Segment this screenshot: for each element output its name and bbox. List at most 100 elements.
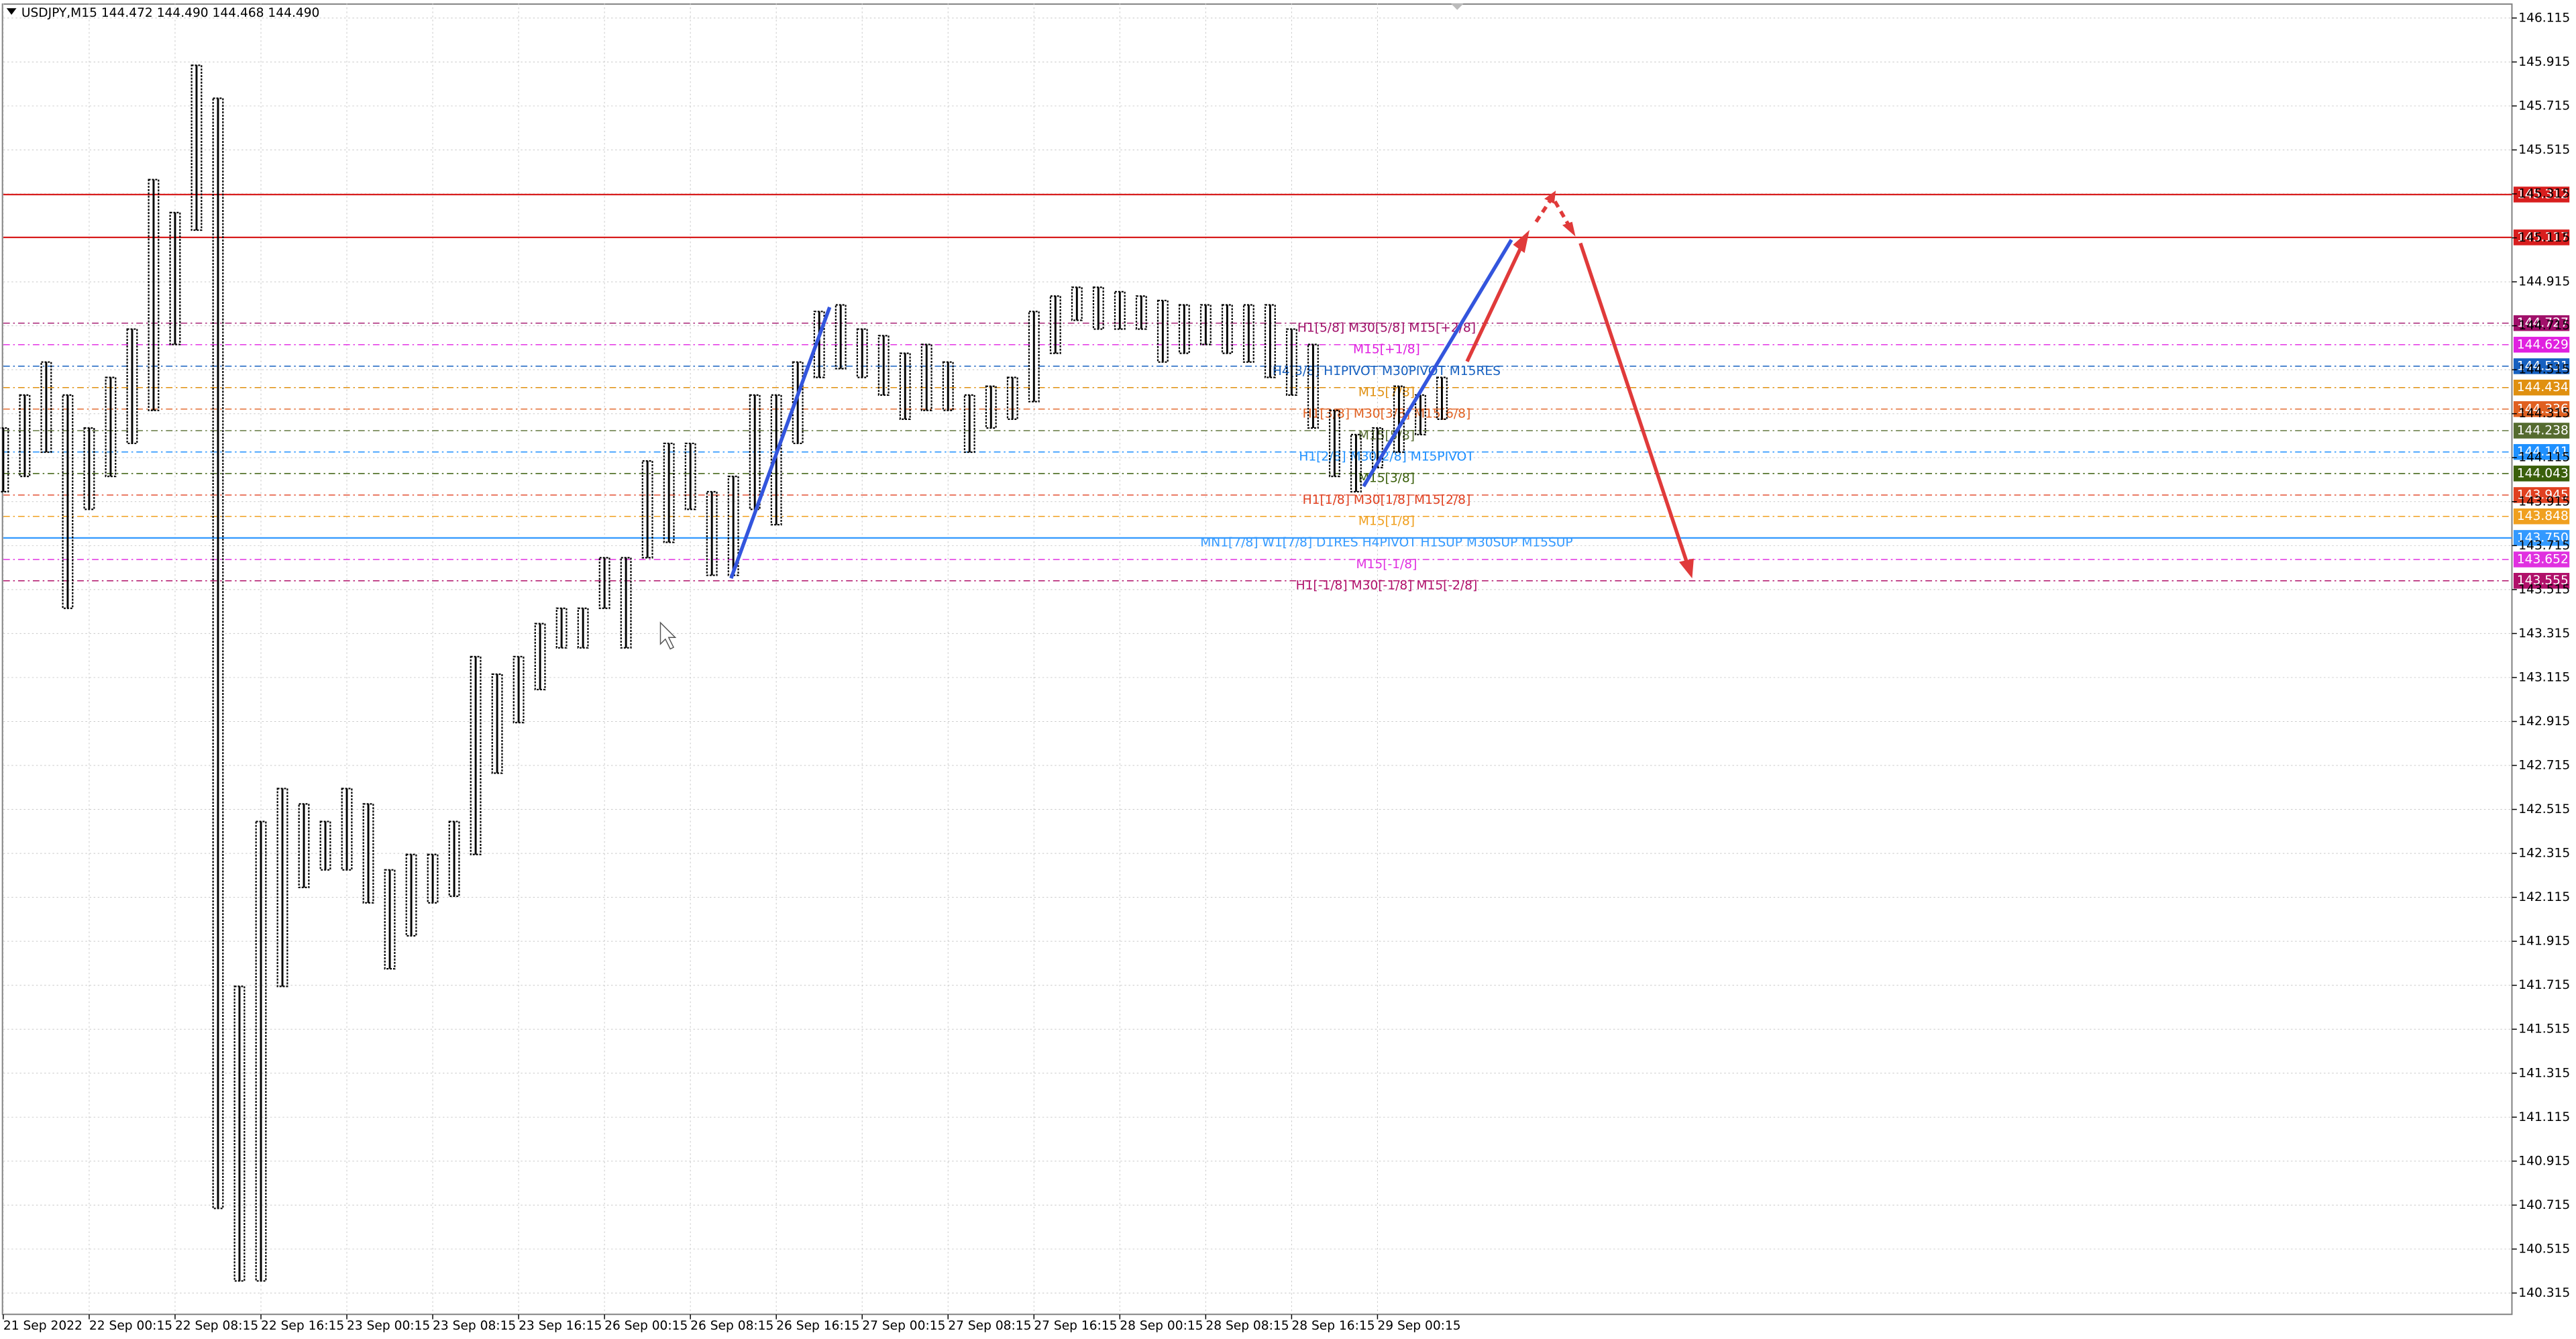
x-tick-label: 23 Sep 16:15 [519,1319,602,1333]
plot-frame [1,3,2513,1316]
level-price-box [2513,443,2570,460]
y-tick-label: 142.315 [2518,847,2570,861]
level-name: H1[2/8] M30[2/8] M15PIVOT [1299,450,1474,464]
level-price-box [2513,572,2570,589]
x-tick-label: 27 Sep 00:15 [862,1319,945,1333]
y-tick-label: 143.515 [2518,582,2570,596]
level-price-box [2513,466,2570,482]
y-tick-label: 141.715 [2518,978,2570,992]
y-tick-label: 140.915 [2518,1154,2570,1168]
level-name: M15[-1/8] [1356,557,1417,572]
level-price-box [2513,551,2570,568]
level-price-label: 144.727 [2517,316,2569,330]
y-tick-label: 140.515 [2518,1242,2570,1256]
level-price-box [2513,379,2570,396]
level-name: M15[7/8] [1358,386,1415,400]
y-tick-label: 141.515 [2518,1022,2570,1036]
level-price-box [2513,508,2570,525]
level-price-box [2513,358,2570,374]
levels: 145.312 145.117 144.727 H1[5/8] M30[5/8] M1… [3,186,2570,593]
arrow-head [1562,221,1576,237]
y-tick-label: 143.715 [2518,539,2570,553]
level-name: M15[1/8] [1358,515,1415,529]
level-price-label: 144.141 [2517,445,2569,459]
arrow-head [1513,229,1529,254]
level-price-box [2513,315,2570,331]
y-tick-label: 143.115 [2518,670,2570,684]
level-price-box [2513,401,2570,417]
level-name: M15[+1/8] [1353,343,1420,357]
level-name: H4[3/8] H1PIVOT M30PIVOT M15RES [1273,364,1501,378]
level-price-label: 143.652 [2517,552,2569,566]
level-price-label: 143.750 [2517,531,2569,545]
level-name: H1[-1/8] M30[-1/8] M15[-2/8] [1296,579,1478,593]
x-tick-label: 27 Sep 08:15 [948,1319,1031,1333]
level-price-label: 144.043 [2517,466,2569,480]
level-price-label: 144.531 [2517,359,2569,373]
level-name: MN1[7/8] W1[7/8] D1RES H4PIVOT H1SUP M30… [1200,536,1572,550]
x-tick-label: 27 Sep 16:15 [1034,1319,1117,1333]
y-tick-label: 144.715 [2518,319,2570,333]
level-price-box [2513,186,2570,203]
level-name: H1[3/8] M30[3/8] M15[6/8] [1303,407,1471,421]
level-price-box [2513,229,2570,246]
arrow-head [1544,191,1556,204]
y-tick-label: 141.115 [2518,1110,2570,1124]
level-price-label: 145.312 [2517,187,2569,201]
level-name: M15[5/8] [1358,429,1415,443]
y-tick-label: 144.315 [2518,407,2570,421]
level-price-box [2513,530,2570,546]
x-tick-label: 22 Sep 16:15 [261,1319,344,1333]
y-tick-label: 142.515 [2518,802,2570,816]
annotations [659,3,1694,650]
bars [0,64,1448,1282]
level-name: H1[1/8] M30[1/8] M15[2/8] [1303,493,1471,507]
x-tick-label: 29 Sep 00:15 [1377,1319,1460,1333]
scroll-marker [1450,3,1464,10]
level-price-label: 144.434 [2517,380,2569,394]
y-tick-label: 145.515 [2518,143,2570,157]
level-price-label: 143.945 [2517,488,2569,502]
y-tick-label: 142.115 [2518,890,2570,904]
level-price-box [2513,337,2570,353]
level-price-label: 143.848 [2517,509,2569,523]
x-tick-label: 26 Sep 16:15 [776,1319,859,1333]
x-tick-label: 21 Sep 2022 [3,1319,83,1333]
trend-line [729,307,832,579]
y-tick-label: 141.315 [2518,1066,2570,1080]
y-tick-label: 142.715 [2518,759,2570,773]
x-tick-label: 23 Sep 08:15 [433,1319,516,1333]
y-tick-label: 140.715 [2518,1198,2570,1212]
y-tick-label: 143.315 [2518,627,2570,641]
y-tick-label: 145.715 [2518,99,2570,113]
x-tick-label: 28 Sep 08:15 [1205,1319,1289,1333]
y-tick-label: 144.115 [2518,451,2570,465]
y-tick-label: 144.915 [2518,275,2570,289]
y-tick-label: 145.315 [2518,187,2570,201]
level-price-label: 144.238 [2517,423,2569,437]
level-price-label: 144.336 [2517,402,2569,416]
forecast-arrow [1578,242,1689,564]
header-icon [6,8,17,15]
y-tick-label: 146.115 [2518,11,2570,25]
level-price-label: 143.555 [2517,574,2569,588]
y-tick-label: 141.915 [2518,934,2570,949]
x-tick-label: 28 Sep 00:15 [1120,1319,1203,1333]
level-price-label: 145.117 [2517,230,2569,244]
level-name: H1[5/8] M30[5/8] M15[+2/8] [1297,321,1476,335]
y-tick-label: 142.915 [2518,714,2570,729]
y-tick-label: 145.915 [2518,55,2570,69]
level-price-box [2513,487,2570,503]
y-tick-label: 140.315 [2518,1286,2570,1300]
y-tick-label: 144.515 [2518,363,2570,377]
x-tick-label: 28 Sep 16:15 [1291,1319,1375,1333]
level-price-label: 144.629 [2517,337,2569,352]
y-tick-label: 143.915 [2518,494,2570,508]
x-tick-label: 22 Sep 00:15 [89,1319,172,1333]
arrow-head [1678,558,1694,579]
level-price-box [2513,423,2570,439]
x-tick-label: 26 Sep 08:15 [690,1319,773,1333]
